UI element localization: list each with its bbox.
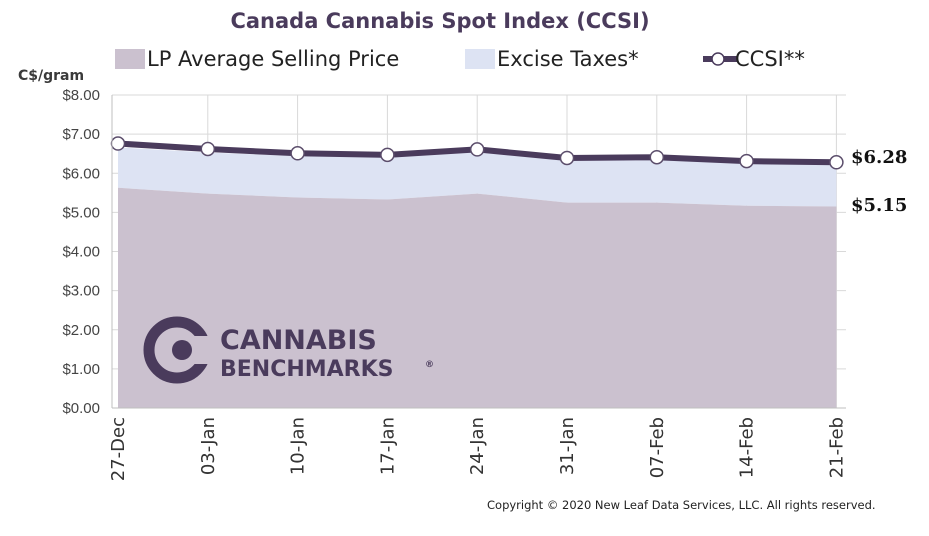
legend: LP Average Selling Price Excise Taxes* C… — [115, 47, 805, 71]
ccsi-point — [110, 136, 126, 151]
ccsi-point — [469, 142, 485, 157]
end-label-ccsi: $6.28 — [851, 147, 907, 168]
logo-registered-mark: ® — [425, 360, 434, 370]
x-tick-label: 24-Jan — [467, 417, 488, 475]
y-tick-label: $8.00 — [62, 87, 100, 104]
logo-mark-icon — [143, 316, 216, 384]
axes: $0.00 $1.00 $2.00 $3.00 $4.00 $5.00 $6.00 $7.00… — [62, 87, 847, 481]
legend-label-tax: Excise Taxes* — [497, 47, 639, 71]
x-tick-label: 14-Feb — [737, 417, 758, 478]
ccsi-point — [739, 153, 754, 169]
cannabis-benchmarks-logo: CANNABIS BENCHMARKS ® — [143, 316, 434, 384]
x-tick-label: 17-Jan — [377, 417, 398, 475]
y-tick-label: $2.00 — [62, 322, 100, 339]
x-tick-label: 10-Jan — [288, 417, 309, 475]
legend-label-lp: LP Average Selling Price — [147, 47, 399, 71]
x-tick-label: 31-Jan — [557, 417, 578, 475]
legend-swatch-tax — [465, 49, 495, 69]
y-tick-label: $3.00 — [62, 283, 100, 300]
x-tick-label: 03-Jan — [198, 417, 219, 475]
chart-title: Canada Cannabis Spot Index (CCSI) — [230, 9, 649, 33]
copyright: Copyright © 2020 New Leaf Data Services,… — [487, 498, 876, 512]
legend-label-ccsi: CCSI** — [735, 47, 805, 71]
legend-swatch-lp — [115, 49, 145, 69]
ccsi-point — [200, 141, 216, 157]
y-tick-label: $5.00 — [62, 204, 100, 221]
ccsi-point — [649, 149, 665, 165]
legend-marker-ccsi — [711, 52, 725, 66]
logo-line2: BENCHMARKS — [220, 357, 394, 382]
y-tick-label: $4.00 — [62, 244, 100, 261]
x-tick-label: 21-Feb — [826, 417, 847, 478]
ccsi-point — [829, 155, 844, 170]
y-tick-label: $1.00 — [62, 361, 100, 378]
logo-line1: CANNABIS — [220, 325, 377, 356]
area-lp-average-selling-price — [118, 187, 837, 408]
x-tick-label: 07-Feb — [647, 417, 668, 478]
ccsi-point — [559, 150, 575, 166]
ccsi-line — [110, 136, 844, 170]
y-tick-label: $0.00 — [62, 400, 100, 417]
y-tick-label: $6.00 — [62, 165, 100, 182]
end-label-lp: $5.15 — [851, 195, 907, 216]
ccsi-point — [380, 147, 395, 163]
ccsi-point — [290, 146, 305, 161]
y-tick-label: $7.00 — [62, 126, 100, 143]
x-tick-label: 27-Dec — [108, 417, 129, 481]
y-axis-label: C$/gram — [18, 68, 84, 84]
